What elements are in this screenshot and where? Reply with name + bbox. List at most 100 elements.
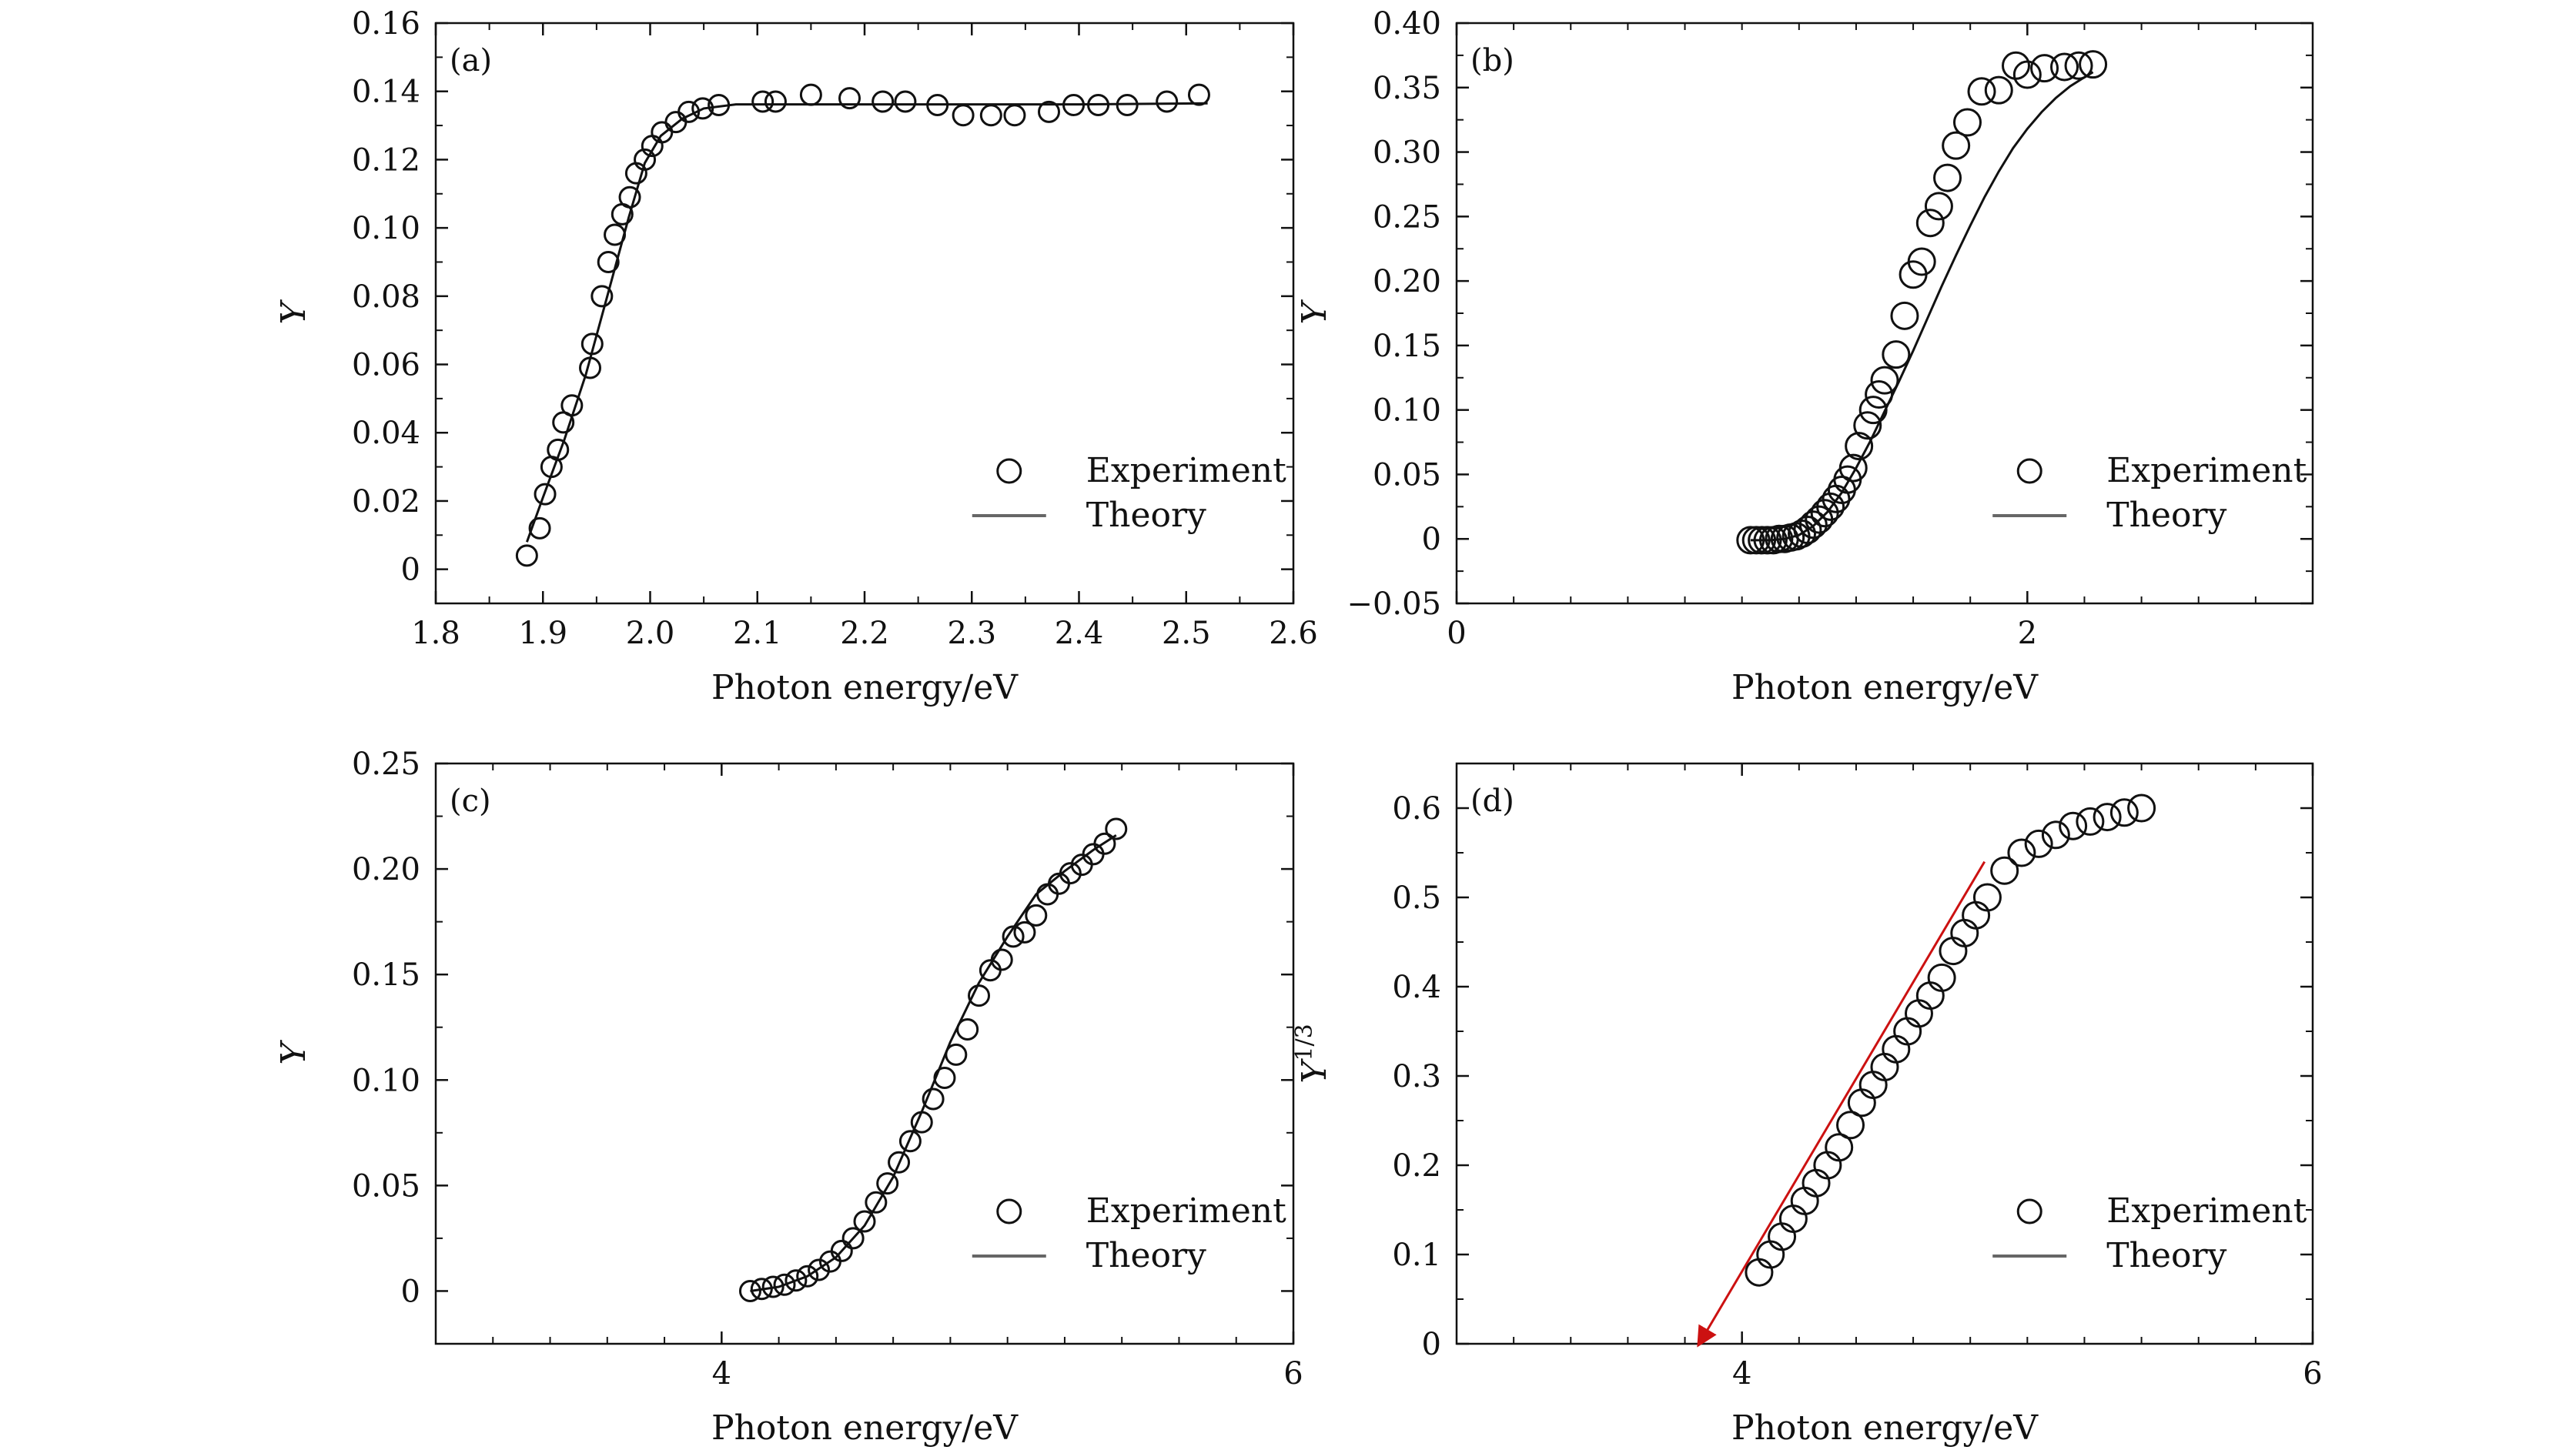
experiment-point — [2127, 793, 2156, 823]
experiment-point — [1116, 93, 1139, 116]
y-axis-title-main: Y — [1295, 1058, 1334, 1084]
experiment-point — [1156, 90, 1179, 113]
y-tick-label: 0.05 — [1373, 457, 1441, 493]
experiment-point — [898, 1130, 922, 1153]
legend-label-theory: Theory — [2106, 1236, 2226, 1275]
experiment-point — [677, 100, 701, 123]
experiment-point — [1093, 832, 1116, 855]
panel-d: 4 6 0 0.1 0.2 0.3 0.4 0.5 0.6 Photon energy/eV Y1/… — [1291, 762, 2323, 1448]
experiment-point — [1967, 77, 1996, 106]
legend: Experiment Theory — [972, 1191, 1286, 1275]
x-tick-label: 2 — [2018, 616, 2037, 651]
experiment-point — [1059, 862, 1082, 885]
experiment-point — [1984, 75, 2013, 105]
experiment-point — [751, 90, 774, 113]
legend-label-experiment: Experiment — [2106, 451, 2307, 490]
experiment-point — [528, 516, 551, 540]
legend-label-experiment: Experiment — [2106, 1191, 2307, 1231]
experiment-point — [1003, 104, 1026, 127]
experiment-point — [634, 148, 657, 171]
experiment-point — [808, 1258, 831, 1281]
plot-frame — [434, 762, 1295, 1345]
panel-b: 0 2−0.0500.050.100.150.200.250.300.350.40… — [1295, 6, 2314, 707]
experiment-point — [1062, 93, 1086, 116]
y-tick-label: 0.35 — [1373, 71, 1441, 106]
experiment-point — [865, 1191, 888, 1214]
legend-label-experiment: Experiment — [1086, 1191, 1286, 1231]
experiment-point — [1990, 856, 2019, 885]
y-tick-label: 0 — [401, 1274, 420, 1309]
experiment-point — [691, 97, 714, 120]
x-tick-label: 1.8 — [411, 616, 460, 651]
panel-label: (b) — [1470, 43, 1514, 79]
experiment-point — [1798, 510, 1828, 540]
experiment-point — [922, 1088, 945, 1111]
experiment-point — [597, 250, 620, 273]
experiment-point — [515, 544, 538, 567]
experiment-point — [773, 1273, 796, 1296]
experiment-point — [560, 394, 584, 417]
panel-label: (d) — [1470, 783, 1514, 819]
legend: Experiment Theory — [1992, 451, 2307, 535]
experiment-point — [1810, 499, 1839, 528]
x-axis-title: Photon energy/eV — [1731, 1408, 2039, 1448]
x-tick-label: 6 — [2303, 1356, 2322, 1392]
y-axis-title-superscript: 1/3 — [1291, 1024, 1318, 1061]
experiment-point — [1187, 83, 1210, 106]
experiment-point — [841, 1227, 865, 1250]
x-tick-label: 2.5 — [1162, 616, 1211, 651]
legend-label-theory: Theory — [1086, 1236, 1206, 1275]
experiment-point — [1741, 526, 1771, 555]
experiment-point — [2012, 60, 2042, 89]
y-tick-label: 0.20 — [352, 852, 420, 887]
experiment-point — [1025, 904, 1048, 927]
experiment-point — [2059, 811, 2088, 840]
y-axis-title: Y — [1295, 299, 1334, 325]
legend-marker-experiment — [996, 458, 1022, 484]
x-tick-label: 2.6 — [1269, 616, 1318, 651]
y-tick-label: 0 — [1422, 522, 1441, 557]
legend-marker-experiment — [2016, 1198, 2042, 1224]
experiment-point — [2076, 807, 2105, 836]
legend-label-theory: Theory — [2106, 496, 2226, 535]
y-tick-label: 0.06 — [352, 348, 420, 383]
experiment-point — [2050, 52, 2079, 82]
experiment-point — [534, 483, 557, 506]
y-tick-label: 0.6 — [1392, 791, 1441, 827]
experiment-point — [2024, 829, 2053, 858]
experiment-point — [2007, 838, 2036, 867]
y-axis-title: Y — [274, 1040, 313, 1065]
y-tick-label: 0.15 — [352, 957, 420, 993]
y-tick-label: 0.4 — [1392, 970, 1441, 1005]
experiment-point — [1736, 526, 1765, 555]
experiment-point — [2030, 54, 2059, 83]
x-axis-title: Photon energy/eV — [711, 1408, 1019, 1448]
extrapolation-fit-line — [1697, 860, 1986, 1348]
plot-frame — [1455, 762, 2314, 1345]
x-tick-label: 2.2 — [840, 616, 889, 651]
y-tick-label: 0.2 — [1392, 1148, 1441, 1184]
experiment-point — [2079, 50, 2108, 79]
experiment-point — [1753, 526, 1782, 555]
experiment-point — [580, 332, 604, 356]
experiment-point — [838, 87, 861, 110]
experiment-point — [1890, 301, 1919, 330]
x-axis-title: Photon energy/eV — [711, 668, 1019, 707]
experiment-point — [956, 1017, 979, 1041]
experiment-point — [1924, 192, 1953, 221]
experiment-point — [1865, 380, 1894, 409]
y-tick-label: 0.3 — [1392, 1059, 1441, 1094]
experiment-point — [1845, 432, 1874, 461]
y-tick-label: 0.04 — [352, 416, 420, 451]
experiment-point — [761, 1275, 785, 1298]
experiment-point — [1853, 411, 1882, 440]
x-tick-label: 4 — [1732, 1356, 1751, 1392]
experiment-point — [1952, 108, 1982, 137]
legend-label-experiment: Experiment — [1086, 451, 1286, 490]
x-tick-label: 6 — [1283, 1356, 1303, 1392]
experiment-point — [1765, 524, 1794, 553]
y-tick-label: 0.5 — [1392, 880, 1441, 916]
panel-c: 4 6 0 0.05 0.10 0.15 0.20 0.25 Photon energy/eV Y… — [274, 747, 1303, 1448]
experiment-point — [1793, 515, 1822, 544]
